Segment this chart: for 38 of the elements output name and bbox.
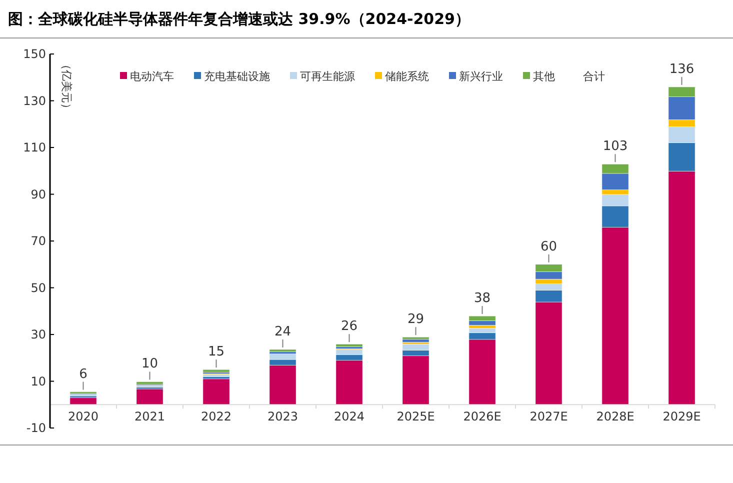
y-tick-label: 30 <box>30 328 46 342</box>
x-tick-label: 2026E <box>463 410 502 424</box>
x-tick-label: 2024 <box>334 410 365 424</box>
legend-label: 可再生能源 <box>300 70 355 83</box>
legend-label: 电动汽车 <box>130 70 174 83</box>
y-tick-label: 70 <box>30 234 46 248</box>
x-tick-label: 2020 <box>68 410 99 424</box>
x-tick-label: 2021 <box>134 410 166 424</box>
legend-label: 其他 <box>533 70 555 83</box>
y-axis-title: （亿美元） <box>60 59 73 114</box>
y-tick-label: 10 <box>30 374 46 388</box>
y-tick-label: 50 <box>30 280 46 295</box>
y-tick-label: 110 <box>23 140 46 154</box>
x-tick-label: 2028E <box>596 410 634 424</box>
total-label: 38 <box>474 291 491 306</box>
y-tick-label: 130 <box>23 94 46 108</box>
y-tick-label: -10 <box>26 421 46 435</box>
x-tick-label: 2027E <box>530 410 568 424</box>
y-tick-label: 150 <box>23 47 46 61</box>
legend-label: 充电基础设施 <box>204 70 270 83</box>
chart-title: 图：全球碳化硅半导体器件年复合增速或达 39.9%（2024-2029） <box>8 10 470 28</box>
total-label: 24 <box>274 324 292 340</box>
x-tick-label: 2029E <box>662 410 701 424</box>
y-tick-label: 90 <box>30 187 46 202</box>
legend-label: 新兴行业 <box>459 70 503 83</box>
legend-label: 储能系统 <box>385 70 429 83</box>
x-tick-label: 2022 <box>200 410 232 424</box>
total-label: 10 <box>141 356 158 372</box>
total-label: 60 <box>540 239 558 254</box>
total-label: 6 <box>79 366 88 382</box>
x-tick-label: 2023 <box>267 410 298 424</box>
total-label: 26 <box>340 319 358 334</box>
total-label: 103 <box>602 139 628 154</box>
x-tick-label: 2025E <box>396 410 435 424</box>
annotation: 合计 <box>583 70 605 83</box>
total-label: 15 <box>208 344 225 360</box>
total-label: 136 <box>669 62 694 77</box>
total-label: 29 <box>407 312 424 328</box>
